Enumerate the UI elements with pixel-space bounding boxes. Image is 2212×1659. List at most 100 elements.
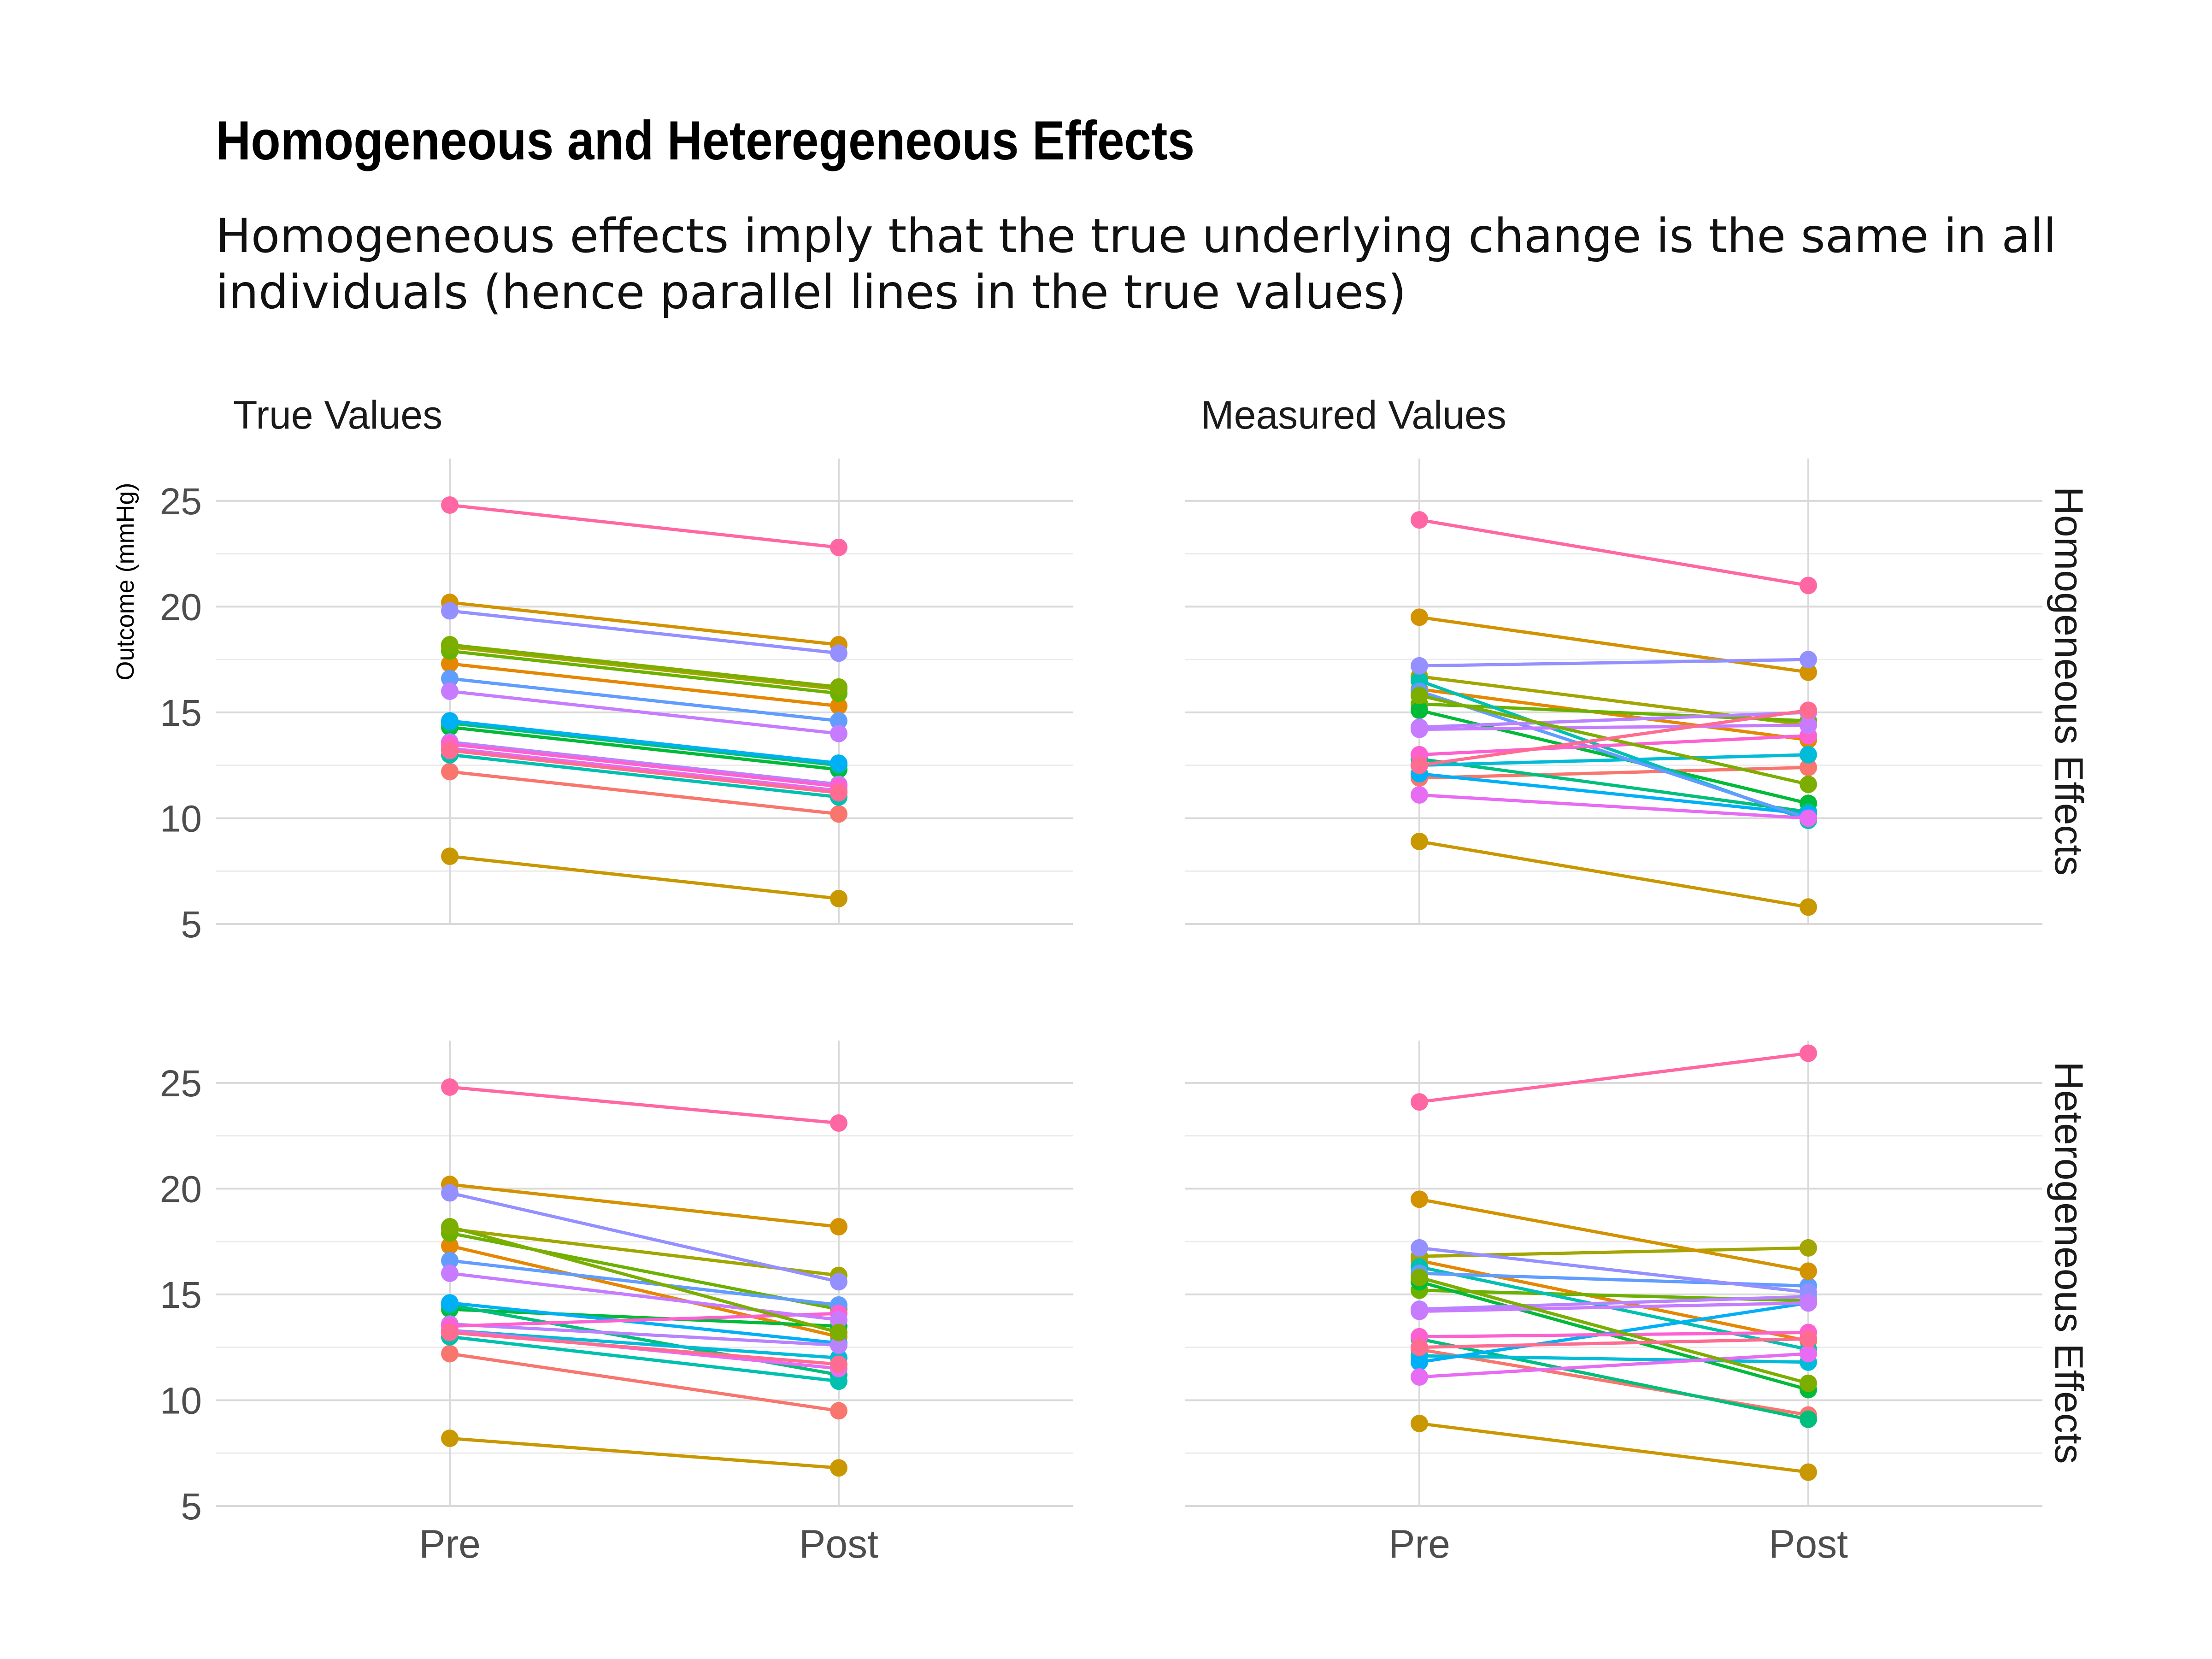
series-line [1418,518,1810,587]
series-line [448,1329,841,1360]
pre-point [1411,1093,1428,1111]
panels: 5 10 15 20 25 5 10 15 20 25 Pre Post Pre Post [160,459,2042,1566]
post-point [1800,1374,1817,1392]
series-line [448,609,841,655]
pre-point [1411,720,1428,738]
pre-point [1411,786,1428,804]
series-line [1418,772,1810,816]
post-point [1800,701,1817,719]
pre-point [441,1430,459,1447]
post-point [1800,716,1817,734]
pre-point [441,602,459,620]
pre-point [441,741,459,759]
series-line [448,725,841,771]
pre-point [1411,657,1428,675]
pre-point [1411,1190,1428,1208]
pre-point [441,670,459,688]
column-label-true-values: True Values [233,393,442,437]
series-line [448,1322,841,1347]
pre-point [441,1184,459,1202]
pre-point [441,1218,459,1235]
y-axis-label: Outcome (mmHg) [112,482,139,680]
post-point [830,889,847,907]
y-tick-label: 20 [160,1168,202,1210]
series-line [1418,1295,1810,1311]
post-point [830,697,847,715]
series-line [1418,615,1810,674]
series-line [1418,793,1810,820]
series-line [1418,1354,1810,1364]
y-tick-label: 20 [160,586,202,628]
x-tick-label: Pre [419,1522,481,1566]
post-point [830,1218,847,1235]
post-point [830,644,847,662]
series-line [448,643,841,689]
series-line [448,1225,841,1335]
pre-point [1411,832,1428,850]
pre-point [1411,1338,1428,1356]
post-point [830,1324,847,1341]
post-point [1800,651,1817,669]
panel-0: 5 10 15 20 25 [160,459,1073,946]
post-point [830,538,847,556]
post-point [1800,809,1817,827]
post-point [1800,1330,1817,1348]
post-point [1800,1239,1817,1257]
pre-point [1411,1269,1428,1287]
pre-point [441,1294,459,1312]
series-line [448,854,841,900]
series-line [448,753,841,799]
post-point [830,1355,847,1373]
pre-point [1411,608,1428,626]
pre-point [441,712,459,730]
series-line [1418,840,1810,909]
x-tick-label: Post [799,1522,878,1566]
y-tick-label: 5 [181,1486,202,1528]
pre-point [441,847,459,865]
series-line [1418,1422,1810,1474]
column-label-measured-values: Measured Values [1201,393,1506,437]
post-point [830,712,847,730]
post-point [1800,1345,1817,1363]
series-line [448,721,841,767]
row-label-homogeneous-effects: Homogeneous Effects [2047,487,2091,876]
post-point [830,1402,847,1420]
post-point [1800,898,1817,916]
series-line [448,1335,841,1383]
series-line [1418,1301,1810,1313]
series-line [448,1271,841,1322]
series-line [1418,694,1810,786]
pre-point [1411,1368,1428,1386]
pre-point [1411,1353,1428,1371]
pre-point [1411,701,1428,719]
series-line [1418,757,1810,814]
post-point [830,1459,847,1477]
series-line [448,649,841,695]
pre-point [1411,1414,1428,1432]
post-point [1800,1463,1817,1481]
series-line [1418,711,1810,729]
series-line [1418,658,1810,668]
series-line [448,1259,841,1307]
series-line [1418,753,1810,767]
post-point [1800,1262,1817,1280]
series-line [1418,1246,1810,1294]
post-point [830,1114,847,1132]
pre-point [1411,1239,1428,1257]
x-tick-label: Pre [1388,1522,1450,1566]
series-line [448,600,841,647]
row-label-heterogeneous-effects: Heterogeneous Effects [2047,1061,2091,1464]
post-point [830,754,847,772]
post-point [1800,1410,1817,1428]
series-line [1418,1276,1810,1385]
series-line [1418,1337,1810,1421]
series-line [448,677,841,723]
y-tick-label: 25 [160,1063,202,1105]
series-line [448,1085,841,1125]
pre-point [441,1265,459,1282]
series-line [448,1307,841,1328]
post-point [830,805,847,823]
pre-point [441,1345,459,1363]
panel-2: 5 10 15 20 25 Pre Post [160,1041,1073,1566]
series-line [448,749,841,794]
